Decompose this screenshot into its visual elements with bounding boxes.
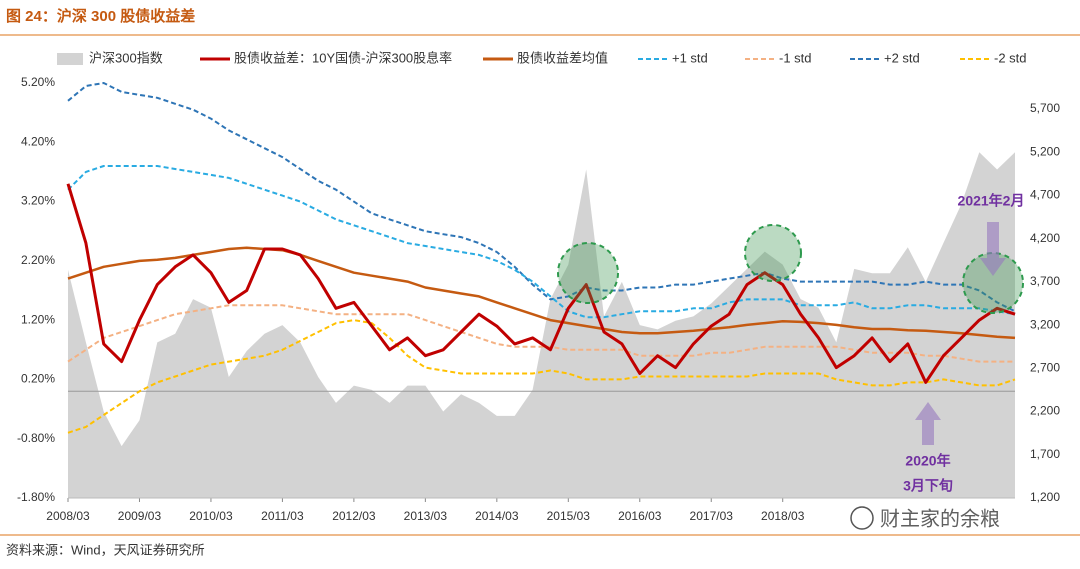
y-tick-label: 4.20% — [21, 134, 55, 148]
x-tick-label: 2011/03 — [261, 509, 304, 523]
source: 资料来源：Wind，天风证券研究所 — [6, 542, 205, 557]
annotation: 3月下旬 — [903, 478, 953, 494]
y2-tick-label: 5,200 — [1030, 144, 1060, 158]
x-tick-label: 2014/03 — [475, 509, 519, 523]
x-tick-label: 2013/03 — [404, 509, 448, 523]
legend-label: +2 std — [884, 50, 920, 65]
chart-title: 图 24：沪深 300 股债收益差 — [6, 7, 195, 25]
y-tick-label: 5.20% — [21, 75, 55, 89]
highlight-circle — [744, 224, 802, 282]
watermark-icon — [850, 506, 874, 530]
y2-tick-label: 4,700 — [1030, 188, 1060, 202]
x-tick-label: 2015/03 — [547, 509, 591, 523]
y-tick-label: 1.20% — [21, 312, 55, 326]
legend-swatch — [57, 53, 83, 65]
legend-label: -1 std — [779, 50, 812, 65]
std-line — [67, 82, 1016, 313]
y2-tick-label: 4,200 — [1030, 231, 1060, 245]
y2-tick-label: 5,700 — [1030, 101, 1060, 115]
legend-label: 股债收益差均值 — [517, 50, 608, 65]
annotation: 2020年 — [905, 453, 950, 469]
highlight-circle — [557, 242, 619, 304]
std-line — [67, 319, 1016, 434]
index-area — [68, 152, 1015, 498]
annotation: 2021年2月 — [958, 193, 1025, 209]
spread-line — [67, 246, 1016, 340]
legend-label: 股债收益差：10Y国债-沪深300股息率 — [234, 50, 452, 65]
y2-tick-label: 1,200 — [1030, 490, 1060, 504]
legend-label: +1 std — [672, 50, 708, 65]
y-tick-label: -0.80% — [17, 431, 55, 445]
highlight-circle — [962, 252, 1024, 314]
x-tick-label: 2012/03 — [332, 509, 376, 523]
watermark: 财主家的余粮 — [880, 507, 1000, 530]
x-tick-label: 2010/03 — [189, 509, 233, 523]
y-tick-label: -1.80% — [17, 490, 55, 504]
y2-tick-label: 3,200 — [1030, 317, 1060, 331]
y2-tick-label: 1,700 — [1030, 447, 1060, 461]
y2-tick-label: 3,700 — [1030, 274, 1060, 288]
legend-label: 沪深300指数 — [89, 50, 163, 65]
y2-tick-label: 2,700 — [1030, 360, 1060, 374]
std-line — [67, 165, 1016, 319]
y-tick-label: 2.20% — [21, 253, 55, 267]
y-tick-label: 3.20% — [21, 194, 55, 208]
spread-line — [66, 183, 1016, 384]
x-tick-label: 2018/03 — [761, 509, 805, 523]
x-tick-label: 2017/03 — [690, 509, 734, 523]
x-tick-label: 2009/03 — [118, 509, 162, 523]
y2-tick-label: 2,200 — [1030, 404, 1060, 418]
annotation-arrow — [915, 402, 941, 445]
x-tick-label: 2008/03 — [46, 509, 90, 523]
legend-label: -2 std — [994, 50, 1027, 65]
plot-area: -1.80% -0.80% 0.20% 1.20% 2.20% 3.20% 4.20% 5.2… — [17, 75, 1060, 523]
std-line — [67, 304, 1015, 363]
annotation-arrow — [980, 222, 1006, 276]
x-tick-label: 2016/03 — [618, 509, 662, 523]
y-tick-label: 0.20% — [21, 372, 55, 386]
